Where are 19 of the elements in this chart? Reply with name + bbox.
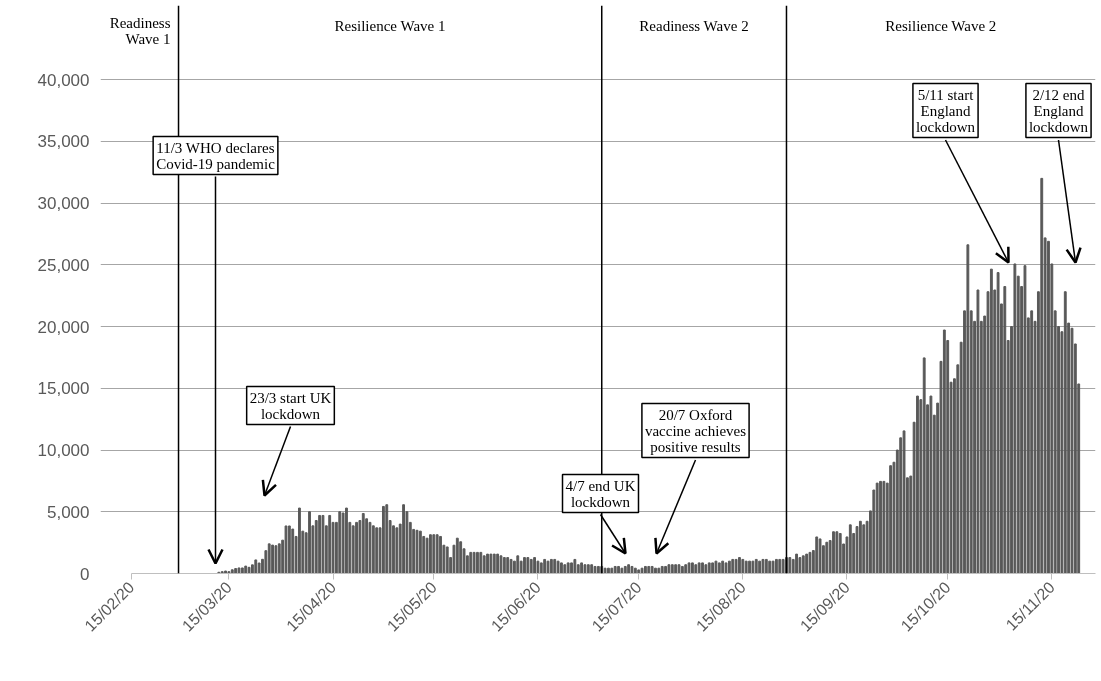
annotation: Resilience Wave 2 xyxy=(885,17,997,34)
y-tick-label: 15,000 xyxy=(37,379,90,399)
y-tick-label: 5,000 xyxy=(46,502,90,522)
annotation: 2/12 end England lockdown xyxy=(1028,86,1089,135)
y-tick-label: 20,000 xyxy=(37,317,90,337)
annotation: 23/3 start UK lockdown xyxy=(249,389,332,422)
annotation: Resilience Wave 1 xyxy=(334,17,446,34)
annotation: 4/7 end UK lockdown xyxy=(565,477,636,510)
y-tick-label: 0 xyxy=(80,564,90,584)
annotation: Readiness Wave 2 xyxy=(639,17,749,34)
y-tick-label: 10,000 xyxy=(37,441,90,461)
annotation: Readiness Wave 1 xyxy=(109,14,171,47)
annotation: 11/3 WHO declares Covid-19 pandemic xyxy=(156,139,276,172)
annotation: 20/7 Oxford vaccine achieves positive results xyxy=(644,406,747,455)
y-tick-label: 25,000 xyxy=(37,255,90,275)
y-tick-label: 30,000 xyxy=(37,194,90,214)
annotation: 5/11 start England lockdown xyxy=(915,86,976,135)
y-tick-label: 35,000 xyxy=(37,132,90,152)
y-tick-label: 40,000 xyxy=(37,70,90,90)
